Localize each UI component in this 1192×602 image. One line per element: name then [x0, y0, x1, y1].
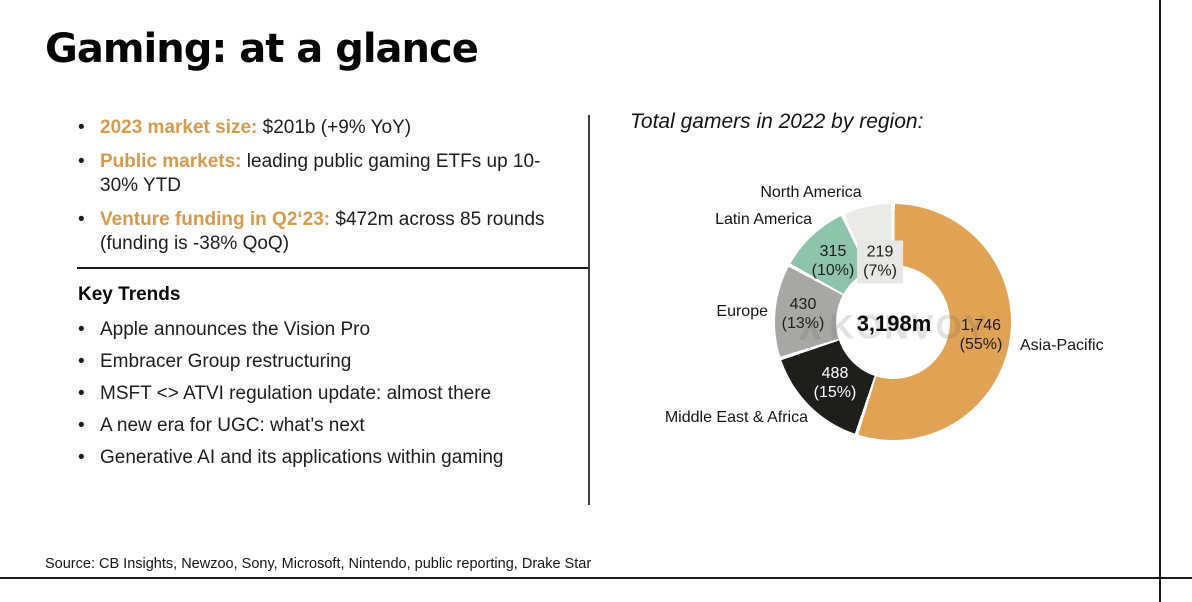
highlights-list: 2023 market size: $201b (+9% YoY) Public…: [78, 116, 578, 266]
region-label-north-america: North America: [760, 184, 862, 201]
list-item: Venture funding in Q2‘23: $472m across 8…: [78, 208, 578, 256]
highlight-lead: Public markets:: [100, 151, 242, 172]
highlight-rest: $472m across 85 rounds (funding is -38% …: [100, 209, 545, 254]
trend-text: Embracer Group restructuring: [100, 351, 352, 372]
region-label-asia-pacific: Asia-Pacific: [1020, 337, 1104, 354]
trend-text: Apple announces the Vision Pro: [100, 319, 371, 340]
bullet-icon: [78, 150, 100, 198]
chart-title: Total gamers in 2022 by region:: [630, 110, 924, 133]
page-title: Gaming: at a glance: [45, 26, 479, 72]
bullet-icon: [78, 208, 100, 256]
bullet-icon: [78, 350, 100, 374]
highlight-rest: $201b (+9% YoY): [257, 117, 412, 138]
highlight-rest: leading public gaming ETFs up 10-30% YTD: [100, 151, 541, 196]
highlight-lead: 2023 market size:: [100, 117, 258, 138]
bullet-icon: [78, 382, 100, 406]
highlight-lead: Venture funding in Q2‘23:: [100, 209, 331, 230]
bullet-icon: [78, 414, 100, 438]
list-item: Public markets: leading public gaming ET…: [78, 150, 578, 198]
region-label-europe: Europe: [716, 303, 768, 320]
bottom-rule: [0, 577, 1192, 579]
source-note: Source: CB Insights, Newzoo, Sony, Micro…: [45, 556, 592, 572]
bullet-icon: [78, 116, 100, 140]
bullet-icon: [78, 446, 100, 470]
key-trends-section: Key Trends Apple announces the Vision Pr…: [78, 284, 548, 478]
right-rule: [1159, 0, 1161, 602]
value-label-europe: 430 (13%): [781, 296, 825, 332]
list-item: Apple announces the Vision Pro: [78, 318, 548, 342]
column-divider: [588, 115, 590, 505]
chart-center-total: 3,198m: [856, 311, 932, 336]
section-divider: [77, 267, 590, 269]
donut-chart: Total gamers in 2022 by region: KONVOY 3…: [590, 100, 1160, 540]
list-item: MSFT <> ATVI regulation update: almost t…: [78, 382, 548, 406]
trend-text: A new era for UGC: what’s next: [100, 415, 365, 436]
bullet-icon: [78, 318, 100, 342]
key-trends-heading: Key Trends: [78, 284, 181, 305]
value-label-asia-pacific: 1,746 (55%): [959, 317, 1003, 353]
value-label-north-america: 219 (7%): [857, 240, 903, 284]
list-item: Embracer Group restructuring: [78, 350, 548, 374]
region-label-latin-america: Latin America: [715, 211, 812, 228]
value-label-latin-america: 315 (10%): [811, 243, 855, 279]
trend-text: MSFT <> ATVI regulation update: almost t…: [100, 383, 492, 404]
donut-hole: [836, 265, 950, 379]
region-label-middle-east-africa: Middle East & Africa: [664, 409, 808, 426]
trend-text: Generative AI and its applications withi…: [100, 447, 504, 468]
list-item: 2023 market size: $201b (+9% YoY): [78, 116, 578, 140]
list-item: A new era for UGC: what’s next: [78, 414, 548, 438]
list-item: Generative AI and its applications withi…: [78, 446, 548, 470]
value-label-middle-east-africa: 488 (15%): [813, 365, 857, 401]
